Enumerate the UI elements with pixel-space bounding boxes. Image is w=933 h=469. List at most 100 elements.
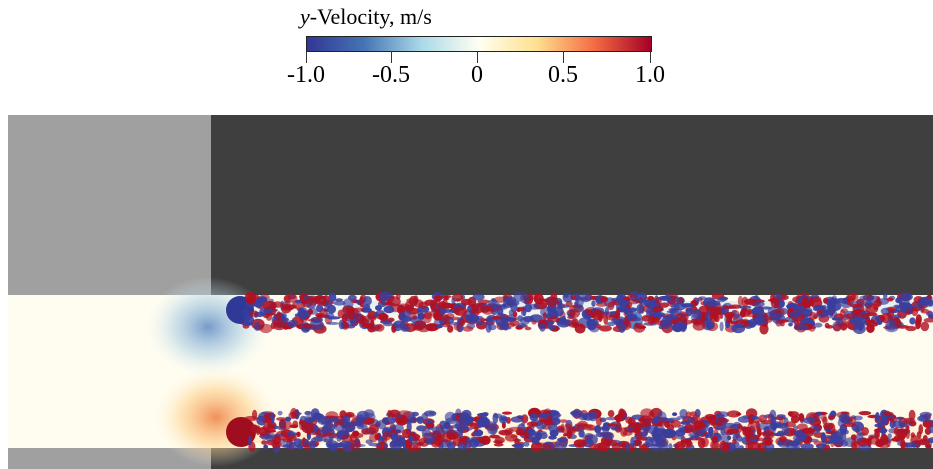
turbulence-blob	[598, 325, 612, 332]
turbulence-blob	[893, 420, 906, 429]
turbulence-blob	[346, 318, 358, 327]
turbulence-blob	[883, 292, 888, 300]
turbulence-blob	[338, 319, 345, 330]
turbulence-blob	[876, 319, 883, 325]
turbulence-blob	[900, 438, 906, 450]
turbulence-blob	[895, 324, 910, 329]
turbulence-blob	[397, 414, 402, 418]
turbulence-blob	[798, 438, 804, 443]
turbulence-blob	[929, 419, 933, 425]
turbulence-blob	[513, 443, 525, 449]
turbulence-blob	[389, 439, 403, 450]
turbulence-blob	[685, 411, 692, 418]
turbulence-blob	[559, 419, 568, 423]
turbulence-blob	[541, 443, 553, 450]
turbulence-blob	[705, 321, 714, 330]
turbulence-blob	[422, 312, 432, 324]
turbulence-blob	[337, 430, 342, 434]
turbulence-blob	[842, 297, 848, 305]
turbulence-blob	[323, 423, 336, 432]
turbulence-blob	[858, 444, 872, 451]
turbulence-blob	[690, 318, 699, 324]
turbulence-blob	[618, 294, 626, 298]
turbulence-blob	[273, 425, 279, 429]
turbulence-blob	[640, 429, 648, 438]
turbulence-blob	[716, 421, 723, 427]
turbulence-blob	[892, 314, 901, 319]
turbulence-blob	[828, 415, 835, 420]
turbulence-blob	[424, 410, 437, 417]
turbulence-blob	[691, 308, 702, 319]
turbulence-blob	[789, 311, 801, 319]
velocity-field	[8, 115, 933, 469]
turbulence-blob	[711, 435, 719, 444]
turbulence-blob	[394, 429, 402, 433]
turbulence-blob	[711, 310, 719, 319]
turbulence-blob	[485, 322, 492, 333]
turbulence-blob	[612, 316, 626, 324]
turbulence-blob	[383, 305, 395, 314]
turbulence-blob	[908, 409, 916, 421]
turbulence-blob	[253, 322, 262, 331]
turbulence-blob	[865, 305, 879, 314]
turbulence-blob	[295, 299, 303, 304]
colorbar-title-variable: y	[300, 4, 310, 29]
colorbar-tick-label: -0.5	[372, 62, 410, 88]
turbulence-blob	[879, 427, 888, 434]
turbulence-blob	[675, 429, 686, 437]
turbulence-blob	[859, 295, 871, 301]
turbulence-blob	[494, 436, 505, 444]
turbulence-blob	[481, 305, 495, 315]
turbulence-blob	[850, 439, 858, 451]
turbulence-blob	[627, 294, 637, 299]
turbulence-blob	[550, 417, 561, 423]
turbulence-blob	[408, 435, 414, 442]
turbulence-blob	[630, 436, 635, 448]
turbulence-blob	[607, 410, 615, 418]
turbulence-blob	[654, 432, 663, 444]
turbulence-blob	[248, 436, 253, 446]
turbulence-blob	[449, 429, 461, 433]
turbulence-blob	[615, 309, 621, 320]
turbulence-blob	[600, 296, 609, 303]
turbulence-blob	[607, 301, 615, 311]
turbulence-blob	[679, 313, 688, 317]
turbulence-blob	[830, 431, 844, 442]
turbulence-blob	[683, 423, 694, 434]
turbulence-blob	[647, 295, 655, 301]
turbulence-blob	[350, 307, 359, 318]
turbulence-blob	[347, 440, 362, 450]
turbulence-blob	[595, 415, 603, 427]
turbulence-blob	[305, 295, 320, 306]
turbulence-blob	[636, 303, 644, 314]
turbulence-blob	[893, 304, 901, 308]
turbulence-blob	[680, 439, 692, 444]
turbulence-blob	[451, 298, 456, 304]
turbulence-blob	[776, 414, 786, 419]
turbulence-blob	[726, 410, 741, 418]
turbulence-blob	[887, 433, 892, 439]
turbulence-blob	[413, 295, 419, 304]
turbulence-blob	[362, 315, 377, 322]
turbulence-blob	[675, 441, 685, 451]
turbulence-blob	[656, 312, 663, 319]
turbulence-blob	[308, 440, 316, 449]
turbulence-blob	[478, 318, 487, 322]
turbulence-blob	[584, 432, 594, 439]
turbulence-blob	[882, 411, 894, 416]
turbulence-blob	[706, 300, 721, 307]
turbulence-blob	[554, 439, 568, 450]
turbulence-blob	[852, 320, 863, 327]
turbulence-blob	[566, 319, 571, 324]
turbulence-blob	[493, 442, 504, 447]
turbulence-blob	[737, 295, 744, 307]
turbulence-blob	[688, 432, 701, 438]
turbulence-blob	[361, 428, 371, 435]
turbulence-blob	[615, 414, 622, 423]
turbulence-blob	[626, 313, 638, 319]
turbulence-blob	[652, 416, 661, 423]
turbulence-blob	[355, 414, 366, 425]
turbulence-blob	[618, 323, 626, 333]
turbulence-blob	[531, 436, 540, 445]
turbulence-blob	[770, 416, 777, 424]
